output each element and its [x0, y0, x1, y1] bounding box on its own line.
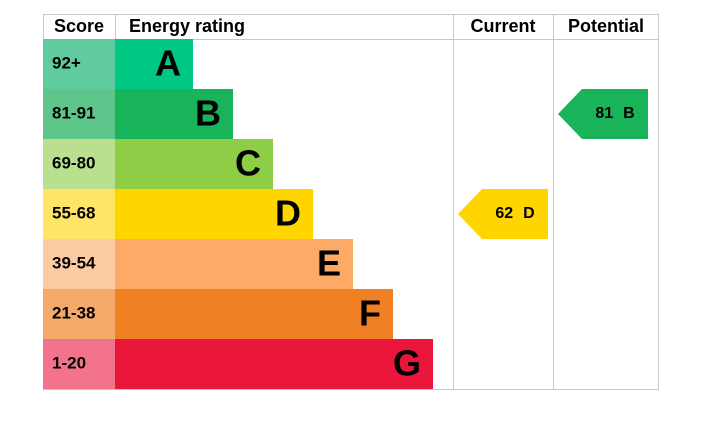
header-score: Score [54, 16, 104, 36]
score-cell [43, 89, 115, 139]
rating-letter: E [317, 243, 341, 284]
rating-bar [115, 339, 433, 389]
header-energy-rating: Energy rating [129, 16, 245, 36]
score-cell [43, 239, 115, 289]
score-label: 1-20 [52, 353, 86, 372]
rating-letter: C [235, 143, 261, 184]
score-label: 55-68 [52, 203, 95, 222]
potential-arrow [558, 89, 648, 139]
potential-score: 81 [595, 105, 613, 122]
rating-bar [115, 39, 193, 89]
rating-letter: G [393, 343, 421, 384]
rating-letter: B [195, 93, 221, 134]
rating-bar [115, 289, 393, 339]
score-label: 92+ [52, 53, 81, 72]
score-label: 39-54 [52, 253, 96, 272]
rating-letter: F [359, 293, 381, 334]
score-label: 69-80 [52, 153, 95, 172]
score-cell [43, 189, 115, 239]
current-arrow [458, 189, 548, 239]
current-rating: D [523, 205, 535, 222]
rating-bar [115, 89, 233, 139]
score-cell [43, 39, 115, 89]
score-label: 81-91 [52, 103, 95, 122]
score-label: 21-38 [52, 303, 95, 322]
score-cell [43, 289, 115, 339]
current-score: 62 [495, 205, 513, 222]
score-cell [43, 339, 115, 389]
header-potential: Potential [568, 16, 644, 36]
rating-bar [115, 239, 353, 289]
rating-letter: D [275, 193, 301, 234]
rating-bar [115, 189, 313, 239]
score-cell [43, 139, 115, 189]
header-current: Current [470, 16, 535, 36]
rating-bar [115, 139, 273, 189]
potential-label: 81 B [595, 105, 634, 122]
current-label: 62 D [495, 205, 534, 222]
potential-rating: B [623, 105, 635, 122]
rating-letter: A [155, 43, 181, 84]
